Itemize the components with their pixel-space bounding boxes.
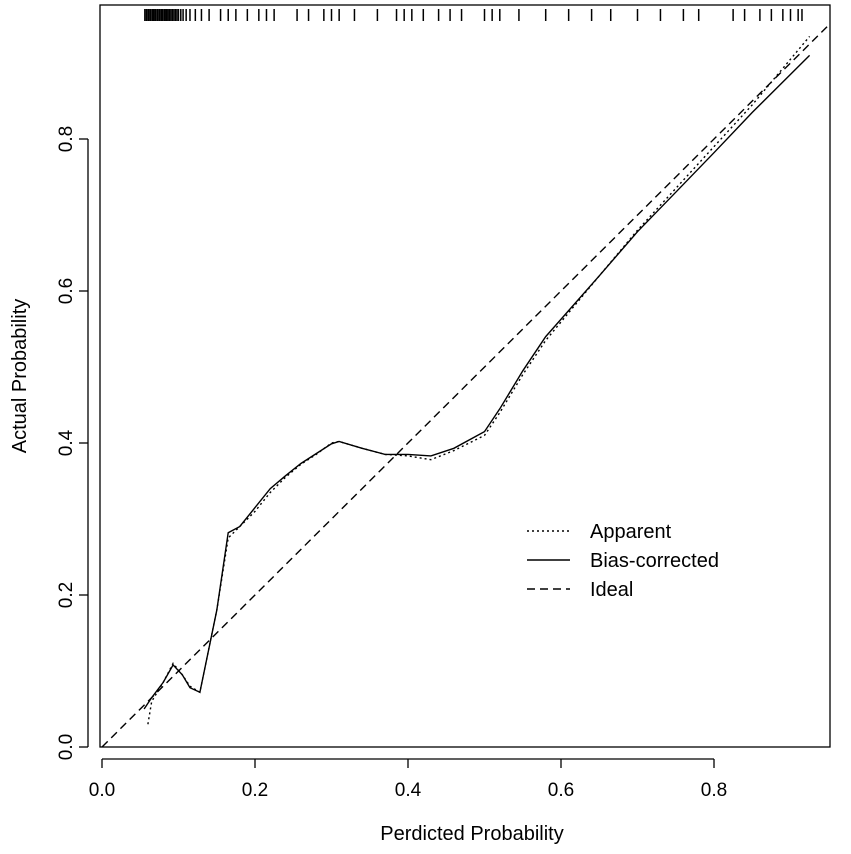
- x-tick-label: 0.4: [395, 780, 422, 801]
- series-lines: [101, 23, 831, 748]
- plot-frame: [99, 4, 831, 748]
- y-tick-label: 0.6: [56, 278, 77, 304]
- series-line-bias-corrected: [143, 54, 811, 710]
- legend: Apparent Bias-corrected Ideal: [527, 521, 719, 601]
- rug-marks: [144, 9, 803, 21]
- y-tick-label: 0.2: [56, 582, 77, 608]
- y-tick-label: 0.0: [56, 734, 77, 760]
- y-axis-title: Actual Probability: [9, 299, 31, 454]
- legend-label: Ideal: [590, 579, 633, 601]
- series-line-ideal: [101, 23, 831, 748]
- x-tick-label: 0.0: [89, 780, 115, 801]
- y-tick-label: 0.8: [56, 126, 77, 152]
- x-tick-label: 0.8: [701, 780, 727, 801]
- y-axis: 0.0 0.2 0.4 0.6 0.8: [56, 126, 89, 760]
- x-tick-label: 0.2: [242, 780, 268, 801]
- x-tick-label: 0.6: [548, 780, 574, 801]
- legend-label: Bias-corrected: [590, 550, 719, 572]
- x-axis: 0.0 0.2 0.4 0.6 0.8: [89, 758, 727, 801]
- y-tick-label: 0.4: [56, 429, 77, 456]
- series-line-apparent: [147, 35, 811, 725]
- x-axis-title: Perdicted Probability: [380, 823, 563, 845]
- legend-label: Apparent: [590, 521, 672, 543]
